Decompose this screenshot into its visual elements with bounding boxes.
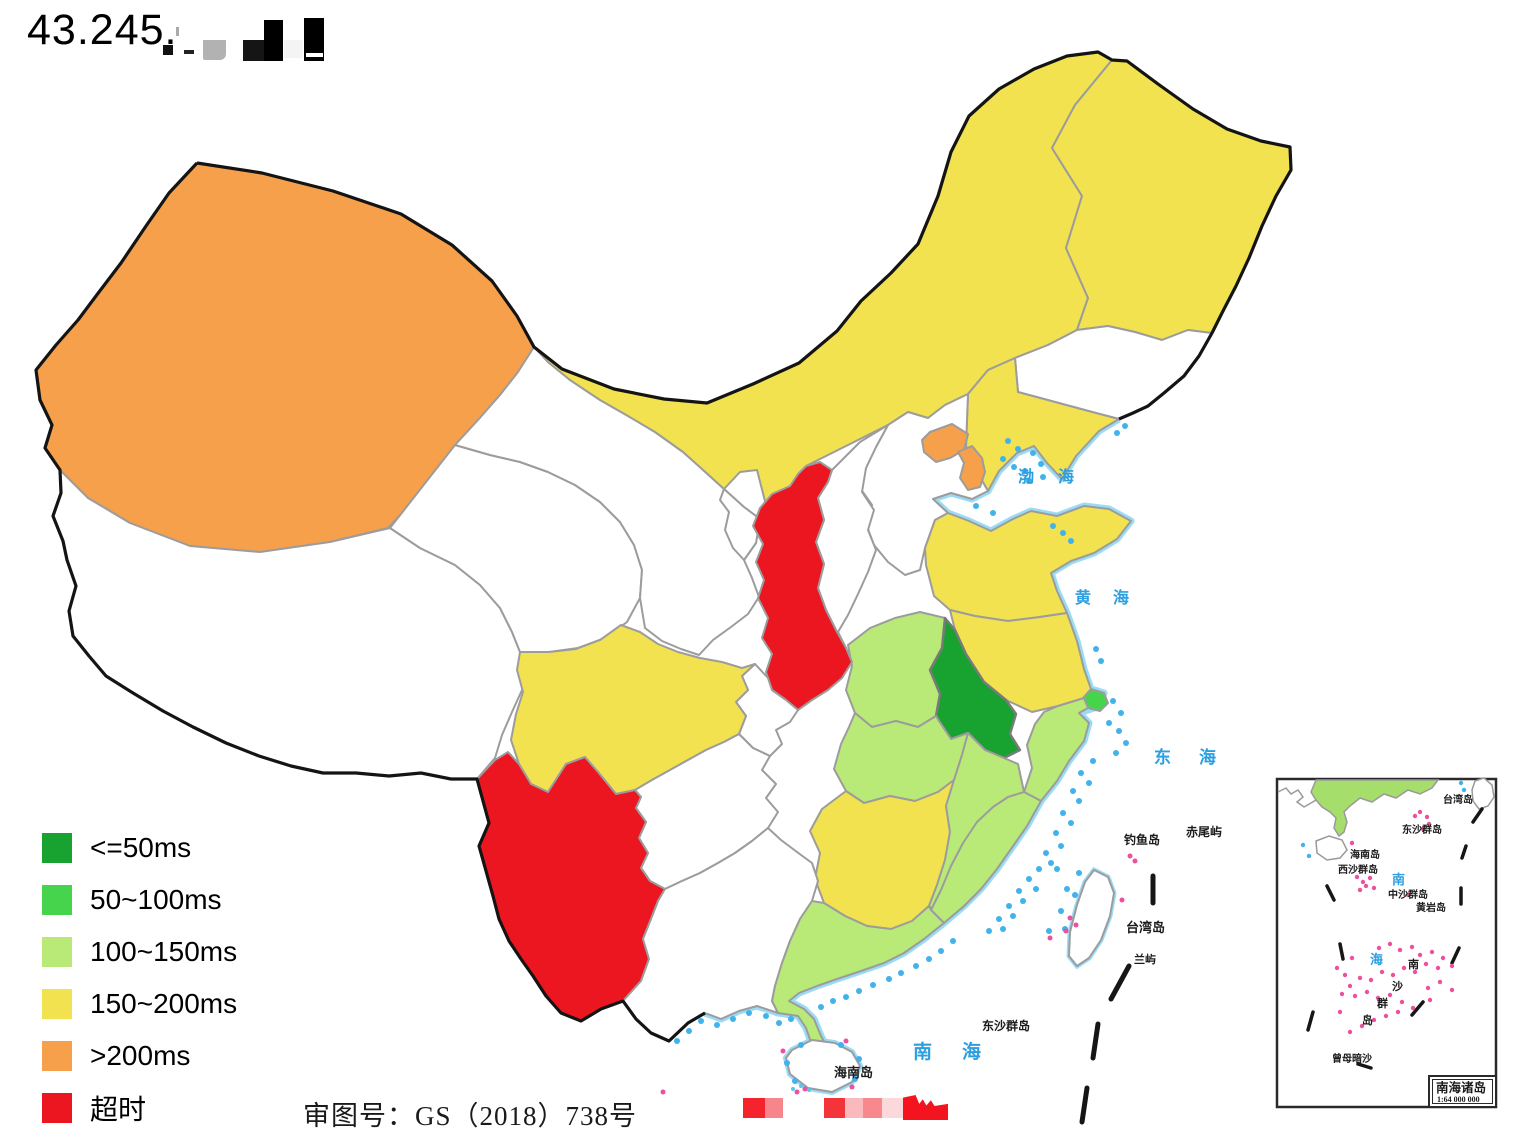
- redaction-block: [264, 20, 283, 61]
- inset-guangdong-coast: [1310, 779, 1440, 838]
- legend-row: 100~150ms: [42, 936, 238, 967]
- inset-taiwan-island: [1471, 777, 1495, 810]
- provinces: [35, 51, 1292, 1093]
- redaction-block: [176, 27, 179, 36]
- legend-swatch-le50: [42, 833, 72, 863]
- redaction-block: [163, 45, 173, 55]
- tiny-islet-marks: [791, 1084, 811, 1092]
- redaction-block: [184, 50, 194, 54]
- dongshaqundao-label: 东沙群岛: [982, 1018, 1030, 1033]
- redaction-block-red: [743, 1098, 765, 1118]
- province-guangdong[interactable]: [771, 900, 945, 1063]
- donghai-label: 东海: [1154, 747, 1244, 767]
- island-labels: 钓鱼岛 赤尾屿 台湾岛 兰屿 东沙群岛 海南岛: [834, 824, 1222, 1080]
- inset-nansha-nan: 南: [1408, 957, 1419, 971]
- taiwandao-label: 台湾岛: [1126, 920, 1165, 935]
- legend-label: 100~150ms: [90, 936, 238, 967]
- province-shandong[interactable]: [924, 505, 1132, 622]
- inset-sea-dots: [1300, 780, 1467, 859]
- province-hainan[interactable]: [785, 1039, 861, 1093]
- inset-nansha-sha: 沙: [1392, 980, 1403, 993]
- province-ningxia[interactable]: [719, 488, 761, 561]
- legend: <=50ms 50~100ms 100~150ms 150~200ms >200…: [42, 832, 238, 1145]
- inset-title: 南海诸岛: [1436, 1080, 1486, 1095]
- redaction-block-red: [845, 1098, 863, 1118]
- inset-hainandao-label: 海南岛: [1350, 848, 1380, 861]
- province-beijing[interactable]: [921, 423, 969, 463]
- inset-huangyan-label: 黄岩岛: [1416, 901, 1446, 914]
- dash-line-segments: [1079, 873, 1156, 1125]
- legend-swatch-50-100: [42, 885, 72, 915]
- nanhai-label: 南海: [913, 1040, 1011, 1063]
- redaction-block: [284, 40, 303, 58]
- inset-sea-nan-label: 南: [1392, 872, 1405, 887]
- inset-border: [1275, 777, 1498, 1109]
- sea-speckles: [674, 423, 1129, 1084]
- inset-title-box: [1428, 1075, 1497, 1108]
- province-tianjin[interactable]: [957, 445, 986, 491]
- chiweiyu-label: 赤尾屿: [1186, 824, 1222, 839]
- inset-dongsha-label: 东沙群岛: [1402, 823, 1442, 836]
- province-zhejiang[interactable]: [1023, 697, 1090, 802]
- redaction-block-red: [882, 1098, 903, 1118]
- inset-xisha-label: 西沙群岛: [1338, 863, 1378, 876]
- inset-sea-hai-label: 海: [1370, 952, 1383, 967]
- legend-row: 50~100ms: [42, 884, 237, 915]
- inset-coastline: [1277, 787, 1317, 808]
- huanghai-label: 黄海: [1075, 588, 1151, 607]
- legend-swatch-100-150: [42, 937, 72, 967]
- redaction-block: [203, 40, 226, 60]
- inset-title-box-inner: [1432, 1079, 1493, 1104]
- legend-swatch-gt200: [42, 1041, 72, 1071]
- sea-labels: 渤海 黄海 东海 南海: [913, 467, 1244, 1063]
- inset-nansha-dao: 岛: [1362, 1013, 1373, 1027]
- inset-taiwandao-label: 台湾岛: [1443, 793, 1473, 806]
- inset-island-dots: [1334, 809, 1455, 1035]
- south-china-sea-inset: 台湾岛 东沙群岛 海南岛 西沙群岛 南 中沙群岛 黄岩岛 海 南 沙 群 岛 曾…: [1275, 777, 1498, 1109]
- province-yunnan[interactable]: [476, 751, 666, 1022]
- legend-label: 150~200ms: [90, 988, 238, 1019]
- inset-nine-dash-line: [1306, 807, 1484, 1070]
- header: 43.245.: [0, 0, 420, 72]
- national-border: [34, 50, 1293, 1043]
- inset-nansha-qun: 群: [1376, 996, 1388, 1010]
- hainandao-label: 海南岛: [834, 1065, 873, 1080]
- legend-swatch-150-200: [42, 989, 72, 1019]
- legend-row: <=50ms: [42, 832, 237, 863]
- redaction-block-red: [765, 1098, 783, 1118]
- redaction-block: [243, 40, 265, 61]
- redaction-block: [304, 18, 324, 61]
- small-island-dots: [660, 853, 1138, 1095]
- legend-row: >200ms: [42, 1040, 237, 1071]
- bohai-label: 渤海: [1018, 467, 1098, 486]
- redaction-block-red: [824, 1098, 845, 1118]
- map-approval-number: 审图号：GS（2018）738号: [303, 1101, 638, 1131]
- legend-label: 50~100ms: [90, 884, 222, 915]
- redaction-block-red: [863, 1098, 882, 1118]
- inset-zhongsha-label: 中沙群岛: [1388, 888, 1428, 901]
- province-heilongjiang[interactable]: [1051, 59, 1292, 341]
- inset-zengmu-label: 曾母暗沙: [1332, 1052, 1372, 1065]
- inset-hainan-island: [1315, 835, 1348, 861]
- legend-label: 超时: [90, 1094, 147, 1125]
- legend-swatch-timeout: [42, 1093, 72, 1123]
- legend-label: >200ms: [90, 1040, 191, 1071]
- ip-address-text: 43.245.: [27, 6, 178, 54]
- legend-label: <=50ms: [90, 832, 192, 863]
- lanyu-label: 兰屿: [1134, 952, 1156, 966]
- redaction-block: [306, 53, 323, 57]
- legend-row: 超时: [42, 1093, 237, 1125]
- inset-scale: 1:64 000 000: [1437, 1095, 1480, 1104]
- province-taiwan[interactable]: [1068, 869, 1115, 967]
- diaoyudao-label: 钓鱼岛: [1124, 832, 1160, 847]
- province-fujian[interactable]: [930, 791, 1042, 924]
- legend-row: 150~200ms: [42, 988, 238, 1019]
